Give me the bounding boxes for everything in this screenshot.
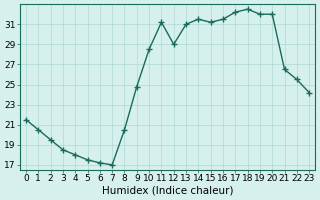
X-axis label: Humidex (Indice chaleur): Humidex (Indice chaleur) [102,186,233,196]
